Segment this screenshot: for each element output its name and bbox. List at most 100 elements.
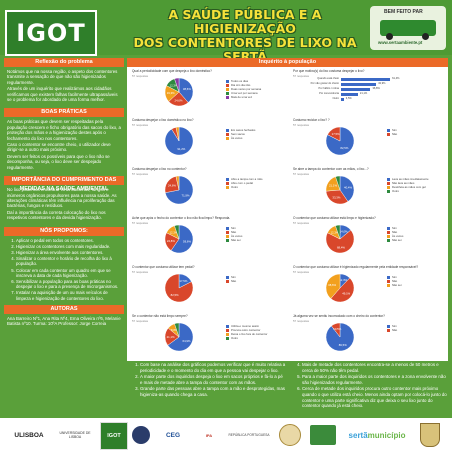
pie-chart: 59,6% 22,8% 12,3%	[164, 224, 194, 254]
chart-question: O contentor que costuma utilizar é higie…	[293, 265, 419, 269]
legend-swatch	[387, 283, 390, 287]
survey-chart: O contentor que costuma utilizar tem ped…	[130, 265, 285, 305]
paragraph: Através de um inquérito que realizámos a…	[7, 86, 118, 103]
legend-entry: Não	[387, 328, 445, 332]
pie-data-label: 24,6%	[168, 183, 176, 187]
pie-slice	[327, 126, 341, 142]
legend-entry: Todos os dias	[226, 79, 284, 83]
pie-slice	[335, 224, 341, 240]
pie-slice	[325, 273, 341, 299]
legend-entry: Abre com o pedal	[226, 181, 284, 185]
bar-row: Outro 3,5%	[293, 97, 443, 101]
legend-swatch	[226, 83, 229, 87]
chart-question: Se o contentor não está limpo sempre?	[132, 314, 188, 318]
legend-swatch	[226, 324, 229, 328]
chart-question: Costuma despejar o lixo no contentor?	[132, 167, 187, 171]
pie-chart: 14,0% 68,4% 12,3%	[325, 224, 355, 254]
chart-response-count: 57 respostas	[293, 319, 310, 323]
footer-logos: ULISBOA UNIVERSIDADE DE LISBOA IGOT CEG …	[0, 418, 452, 452]
pie-data-label: 17,5%	[332, 132, 340, 136]
pie-data-label: 89,5%	[339, 343, 347, 347]
legend-entry: Sim	[387, 128, 445, 132]
bar-row: Por conveniência 21,1%	[293, 92, 443, 96]
chart-legend: Utiliza-o mesmo assim Procura outro conte…	[226, 324, 284, 340]
legend-entry: Não	[226, 279, 284, 283]
legend-swatch	[387, 181, 390, 185]
list-item: Higienizar os contentores com mais regul…	[16, 244, 121, 249]
pie-chart: 64,9% 21,1% 8,8%	[164, 322, 194, 352]
chart-legend: Sim Não Às vezes Não sei	[226, 226, 284, 242]
section-title: AUTORAS	[4, 304, 124, 314]
survey-chart: Se o contentor não está limpo sempre? 57 …	[130, 314, 285, 354]
pie-slice	[325, 229, 355, 254]
legend-entry: Sim	[226, 226, 284, 230]
results-title: Inquérito à população	[127, 58, 448, 67]
igot-footer-logo: IGOT	[100, 422, 128, 450]
pie-slice	[325, 126, 355, 156]
campaign-badge: BEM FEITO PAR www.sertaambiente.pt	[370, 6, 446, 50]
bar-category-label: Por conveniência	[319, 92, 339, 95]
poster-title: A SAÚDE PÚBLICA E A HIGIENIZAÇÃO DOS CON…	[133, 7, 357, 64]
chart-legend: Sim Não Não sei	[387, 275, 445, 287]
section-title: IMPORTÂNCIA DO CUMPRIMENTO DAS MEDIDAS N…	[4, 176, 124, 192]
legend-swatch	[226, 226, 229, 230]
chart-legend: Abre a tampa com a mão Abre com o pedal Ou…	[226, 177, 284, 189]
legend-swatch	[387, 234, 390, 238]
legend-entry: Às vezes	[226, 234, 284, 238]
chart-response-count: 57 respostas	[132, 221, 149, 225]
legend-swatch	[226, 91, 229, 95]
pie-data-label: 12,3%	[170, 84, 178, 88]
pie-data-label: 82,5%	[171, 293, 179, 297]
paragraph: Notámos que na nossa região, o aspeto do…	[7, 69, 118, 85]
legend-entry: Às vezes	[387, 234, 445, 238]
legend-swatch	[226, 181, 229, 185]
legend-swatch	[387, 177, 390, 181]
bar-row: Por não gostar do cheiro 43,9%	[293, 82, 443, 86]
chart-response-count: 57 respostas	[132, 74, 149, 78]
legend-swatch	[387, 275, 390, 279]
pie-data-label: 38,6%	[183, 87, 191, 91]
legend-entry: Uma vez por semana	[226, 91, 284, 95]
pie-chart: 71,9% 24,6%	[164, 175, 194, 205]
legend-swatch	[226, 79, 229, 83]
header: IGOT A SAÚDE PÚBLICA E A HIGIENIZAÇÃO DO…	[0, 0, 452, 64]
pie-slice	[175, 175, 180, 191]
legend-swatch	[226, 332, 229, 336]
pie-slice	[170, 224, 194, 254]
bar-data-label: 3,5%	[345, 97, 352, 100]
chart-question: Ache que após o fecho do contentor o lix…	[132, 216, 231, 220]
legend-entry: Não lava as mãos	[387, 181, 445, 185]
seal-icon	[276, 422, 304, 448]
pie-slice	[175, 126, 180, 142]
chart-question: Se abre a tampa do contentor com as mãos…	[293, 167, 369, 171]
bar-row: Quando está cheio 61,4%	[293, 77, 443, 81]
section-text: As boas práticas que devem ser respeitad…	[4, 117, 124, 173]
chart-question: Por que motivo(s) do lixo costuma despej…	[293, 69, 365, 73]
pie-slice	[335, 175, 341, 191]
chart-response-count: 57 respostas	[132, 123, 149, 127]
chart-question: Qual a periodicidade com que despeja o l…	[132, 69, 212, 73]
pie-slice	[164, 273, 194, 303]
section-title: NÓS PROPOMOS:	[4, 226, 124, 236]
legend-entry: Não	[387, 230, 445, 234]
bar-category-label: Quando está cheio	[317, 77, 339, 80]
list-item: Instalar na aquisição de um ou mais veíc…	[16, 290, 121, 300]
chart-response-count: 57 respostas	[293, 221, 310, 225]
pie-slice	[330, 277, 355, 303]
pie-data-label: 82,5%	[340, 146, 348, 150]
bar	[341, 87, 371, 91]
chart-response-count: 57 respostas	[132, 319, 149, 323]
observation-item: Para a maior parte dos inquiridos os con…	[302, 374, 448, 385]
bar-data-label: 61,4%	[392, 77, 400, 80]
left-column: Reflexão do problema Notámos que na nossa…	[4, 58, 124, 416]
paragraph: Ana Barreiro Nº1, Ana Rita Nº4, Ema Oliv…	[7, 315, 121, 327]
legend-swatch	[387, 185, 390, 189]
paragraph: Caso o contentor se encontre cheio, o ut…	[7, 142, 111, 153]
observation-item: Grande parte das pessoas abre a tampa co…	[140, 386, 286, 397]
legend-swatch	[387, 279, 390, 283]
survey-chart: O contentor que costuma utilizar está li…	[291, 216, 446, 256]
chart-question: Já alguma vez se sentiu incomodado com o…	[293, 314, 385, 318]
chart-legend: Sim Não Às vezes Não sei	[387, 226, 445, 242]
legend-entry: Utiliza-o mesmo assim	[226, 324, 284, 328]
legend-swatch	[387, 226, 390, 230]
